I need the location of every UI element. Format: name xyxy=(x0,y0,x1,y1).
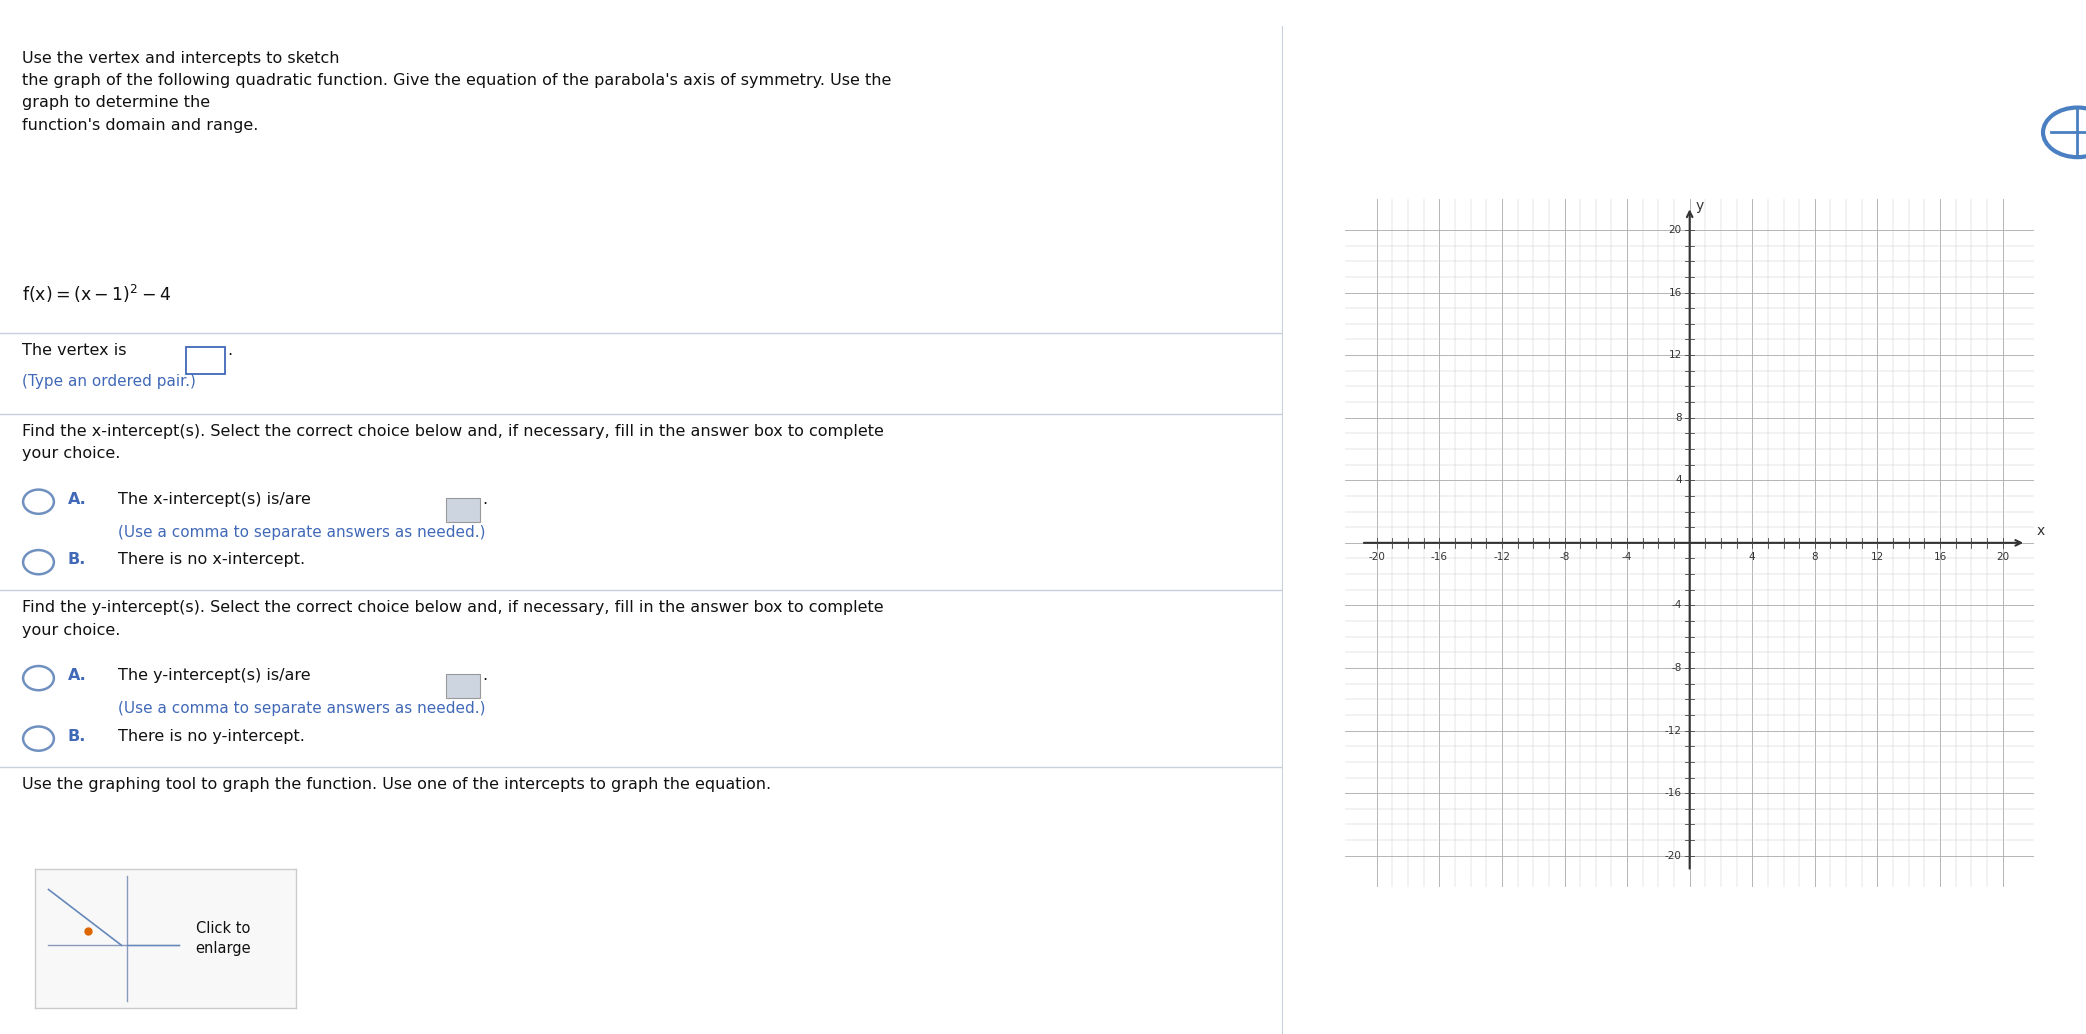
Text: Find the y-intercept(s). Select the correct choice below and, if necessary, fill: Find the y-intercept(s). Select the corr… xyxy=(21,601,884,638)
Text: -4: -4 xyxy=(1623,552,1631,562)
Text: B.: B. xyxy=(69,729,86,743)
Text: -12: -12 xyxy=(1494,552,1510,562)
Text: x: x xyxy=(2036,524,2044,538)
Text: 8: 8 xyxy=(1811,552,1819,562)
Text: A.: A. xyxy=(69,491,88,507)
Text: 12: 12 xyxy=(1669,351,1681,360)
Text: -8: -8 xyxy=(1671,663,1681,673)
Text: Use the graphing tool to graph the function. Use one of the intercepts to graph : Use the graphing tool to graph the funct… xyxy=(21,777,772,792)
Text: Find the x-intercept(s). Select the correct choice below and, if necessary, fill: Find the x-intercept(s). Select the corr… xyxy=(21,424,884,461)
Text: 16: 16 xyxy=(1669,287,1681,298)
Text: 20: 20 xyxy=(1996,552,2009,562)
Text: The y-intercept(s) is/are: The y-intercept(s) is/are xyxy=(119,668,311,683)
Text: (Use a comma to separate answers as needed.): (Use a comma to separate answers as need… xyxy=(119,701,486,717)
Text: -8: -8 xyxy=(1560,552,1569,562)
Text: Use the vertex and intercepts to sketch
the graph of the following quadratic fun: Use the vertex and intercepts to sketch … xyxy=(21,51,891,132)
Text: .: . xyxy=(227,343,232,359)
Text: -16: -16 xyxy=(1431,552,1448,562)
Text: 4: 4 xyxy=(1748,552,1756,562)
Text: There is no x-intercept.: There is no x-intercept. xyxy=(119,552,305,567)
Text: 4: 4 xyxy=(1675,476,1681,485)
Text: 16: 16 xyxy=(1934,552,1946,562)
Text: 20: 20 xyxy=(1669,225,1681,235)
Text: .: . xyxy=(482,668,488,683)
Text: (Type an ordered pair.): (Type an ordered pair.) xyxy=(21,373,196,389)
FancyBboxPatch shape xyxy=(186,347,225,373)
Text: The vertex is: The vertex is xyxy=(21,343,127,359)
Text: -20: -20 xyxy=(1665,851,1681,860)
Text: The x-intercept(s) is/are: The x-intercept(s) is/are xyxy=(119,491,311,507)
Text: -16: -16 xyxy=(1665,788,1681,798)
Text: -12: -12 xyxy=(1665,726,1681,735)
FancyBboxPatch shape xyxy=(446,497,480,522)
Text: (Use a comma to separate answers as needed.): (Use a comma to separate answers as need… xyxy=(119,525,486,540)
Text: Click to
enlarge: Click to enlarge xyxy=(196,921,250,955)
Text: .: . xyxy=(482,491,488,507)
Text: -4: -4 xyxy=(1671,601,1681,610)
Text: B.: B. xyxy=(69,552,86,567)
Text: -20: -20 xyxy=(1368,552,1385,562)
FancyBboxPatch shape xyxy=(446,674,480,698)
Text: 8: 8 xyxy=(1675,413,1681,423)
Text: $\mathregular{f(x) = (x - 1)^{2} - 4}$: $\mathregular{f(x) = (x - 1)^{2} - 4}$ xyxy=(21,283,171,305)
Text: There is no y-intercept.: There is no y-intercept. xyxy=(119,729,305,743)
Text: A.: A. xyxy=(69,668,88,683)
Text: 12: 12 xyxy=(1871,552,1884,562)
Text: y: y xyxy=(1696,199,1704,213)
